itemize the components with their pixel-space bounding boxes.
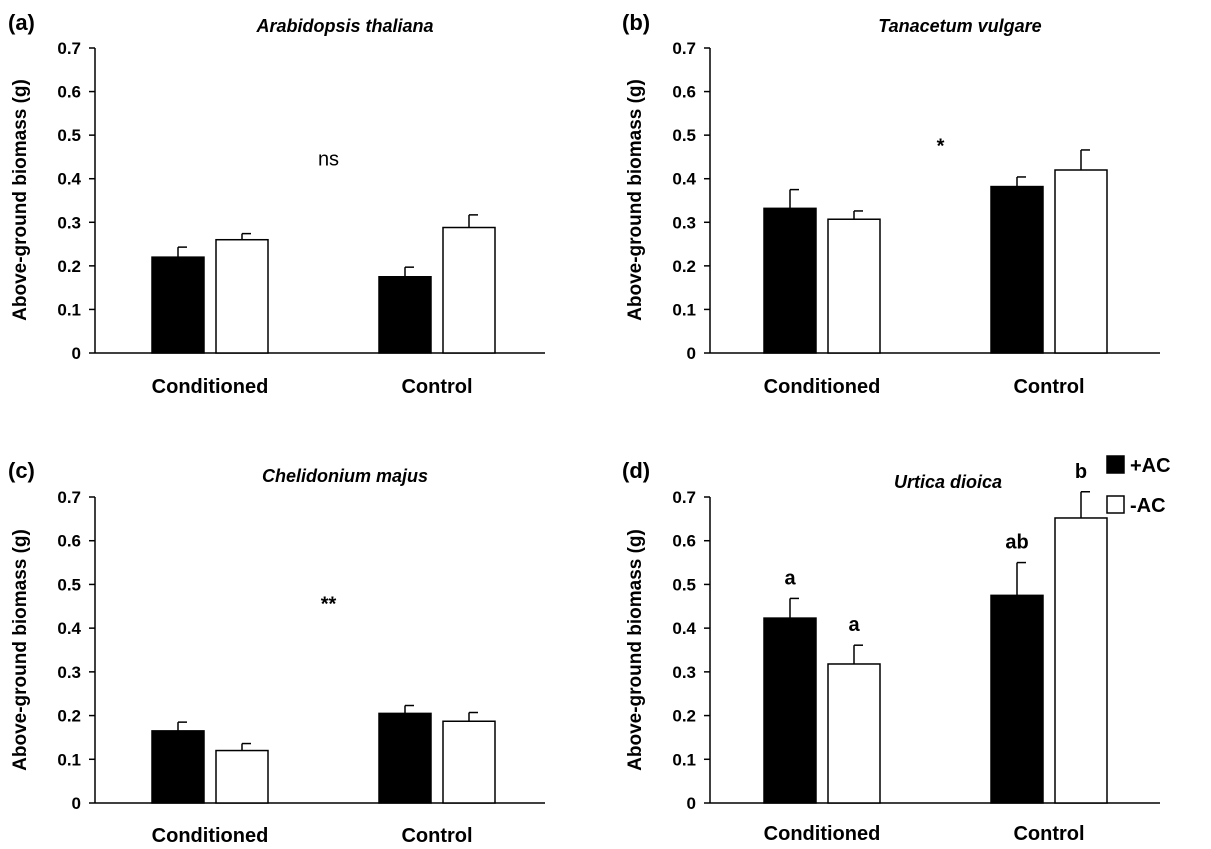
y-tick-label: 0 — [72, 794, 81, 813]
y-tick-label: 0.2 — [672, 707, 696, 726]
y-tick-label: 0.4 — [57, 170, 81, 189]
y-tick-label: 0.1 — [672, 300, 696, 319]
y-tick-label: 0.7 — [57, 488, 81, 507]
bar — [215, 749, 269, 804]
bar-letter: ab — [1005, 532, 1028, 554]
y-tick-label: 0.2 — [57, 257, 81, 276]
y-tick-label: 0.2 — [672, 257, 696, 276]
y-tick-label: 0.6 — [672, 83, 696, 102]
bar — [151, 256, 205, 354]
chart-title: Arabidopsis thaliana — [255, 16, 433, 36]
bar — [763, 207, 817, 354]
x-category-label: Conditioned — [152, 825, 269, 847]
bar — [763, 617, 817, 804]
y-tick-label: 0.1 — [57, 300, 81, 319]
y-tick-label: 0.4 — [672, 170, 696, 189]
bar — [990, 185, 1044, 354]
y-tick-label: 0.5 — [57, 575, 81, 594]
y-tick-label: 0.7 — [672, 488, 696, 507]
bar-letter: a — [848, 614, 860, 636]
y-tick-label: 0.4 — [672, 619, 696, 638]
y-tick-label: 0.7 — [57, 39, 81, 58]
bar — [442, 720, 496, 804]
significance-annotation: ns — [318, 149, 339, 171]
legend-label: +AC — [1130, 455, 1171, 477]
x-category-label: Conditioned — [152, 376, 269, 398]
chart-panel-a: (a) Arabidopsis thaliana 0 0.1 0.2 0.3 0.4 0.5 0… — [8, 10, 545, 398]
y-tick-label: 0.5 — [57, 126, 81, 145]
chart-panel-d: (d) Urtica dioica 0 0.1 0.2 0.3 0.4 0.5 0.6 0.7 Ab… — [622, 458, 1160, 845]
panel-label: (b) — [622, 10, 650, 35]
panel-label: (c) — [8, 458, 35, 483]
bar — [378, 712, 432, 804]
bar — [378, 276, 432, 354]
legend: +AC -AC — [1106, 455, 1171, 517]
y-tick-label: 0 — [72, 344, 81, 363]
y-tick-label: 0.4 — [57, 619, 81, 638]
panel-label: (a) — [8, 10, 35, 35]
x-category-label: Control — [1013, 823, 1084, 845]
legend-label: -AC — [1130, 495, 1166, 517]
bar-letter: b — [1075, 461, 1087, 483]
bar — [827, 663, 881, 804]
x-category-label: Conditioned — [764, 823, 881, 845]
significance-annotation: * — [937, 136, 945, 158]
legend-swatch — [1106, 455, 1125, 474]
bar — [1054, 169, 1108, 354]
y-axis-label: Above-ground biomass (g) — [625, 79, 646, 321]
y-tick-label: 0.6 — [672, 532, 696, 551]
x-category-label: Control — [1013, 376, 1084, 398]
y-tick-label: 0.3 — [672, 663, 696, 682]
bar — [1054, 517, 1108, 804]
y-tick-label: 0.5 — [672, 126, 696, 145]
chart-title: Tanacetum vulgare — [878, 16, 1041, 36]
x-category-label: Conditioned — [764, 376, 881, 398]
bar — [990, 594, 1044, 804]
y-tick-label: 0.5 — [672, 575, 696, 594]
y-tick-label: 0.6 — [57, 83, 81, 102]
significance-annotation: ** — [321, 594, 337, 616]
y-tick-label: 0.7 — [672, 39, 696, 58]
y-axis-label: Above-ground biomass (g) — [625, 529, 646, 771]
chart-panel-b: (b) Tanacetum vulgare 0 0.1 0.2 0.3 0.4 0.5 0.6 0… — [622, 10, 1160, 398]
bar-letter: a — [784, 567, 796, 589]
y-tick-label: 0.1 — [672, 750, 696, 769]
chart-title: Urtica dioica — [894, 472, 1002, 492]
x-category-label: Control — [401, 825, 472, 847]
x-category-label: Control — [401, 376, 472, 398]
y-tick-label: 0.3 — [57, 213, 81, 232]
chart-title: Chelidonium majus — [262, 466, 428, 486]
bar — [442, 226, 496, 354]
bar — [215, 238, 269, 354]
y-tick-label: 0.2 — [57, 707, 81, 726]
legend-swatch — [1106, 495, 1125, 514]
y-axis-label: Above-ground biomass (g) — [10, 529, 31, 771]
y-axis-label: Above-ground biomass (g) — [10, 79, 31, 321]
bar — [151, 730, 205, 804]
y-tick-label: 0.1 — [57, 750, 81, 769]
y-tick-label: 0.3 — [672, 213, 696, 232]
y-tick-label: 0.3 — [57, 663, 81, 682]
panel-label: (d) — [622, 458, 650, 483]
y-tick-label: 0 — [687, 344, 696, 363]
chart-panel-c: (c) Chelidonium majus 0 0.1 0.2 0.3 0.4 0.5 0.6 0… — [8, 458, 545, 847]
bar — [827, 218, 881, 354]
y-tick-label: 0.6 — [57, 532, 81, 551]
y-tick-label: 0 — [687, 794, 696, 813]
